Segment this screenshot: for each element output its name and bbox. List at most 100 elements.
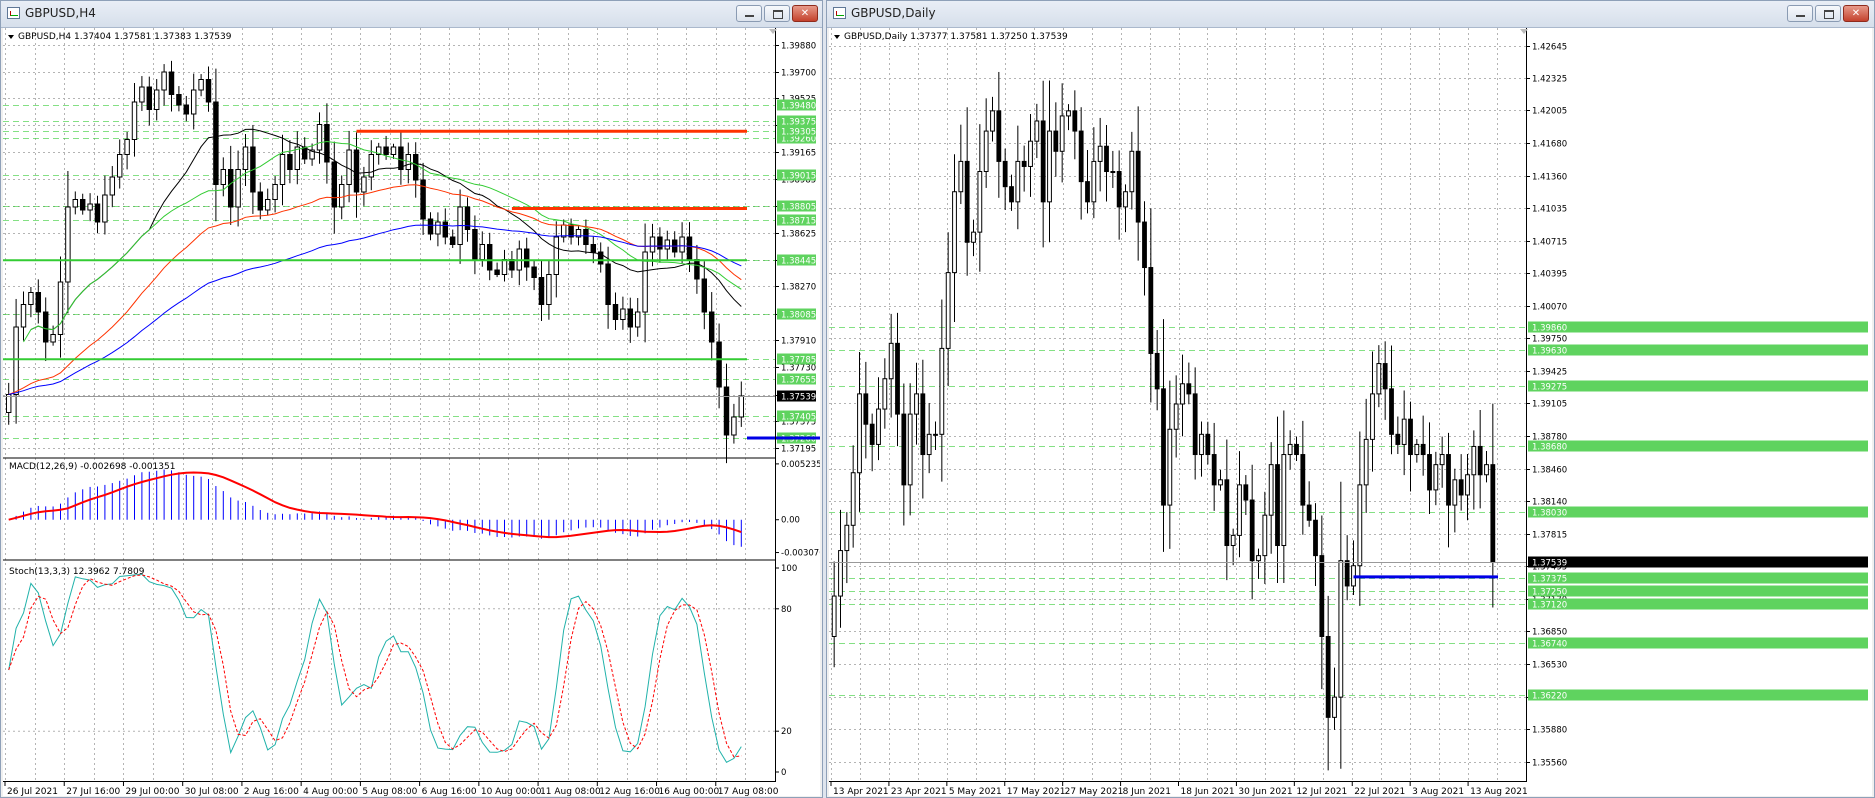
bull-candle	[1439, 454, 1445, 466]
moving-average-green	[23, 140, 742, 343]
daily-window-titlebar[interactable]: GBPUSD,Daily ✕	[827, 1, 1874, 28]
price-level-tag	[777, 169, 816, 181]
price-level-label: 1.38715	[781, 217, 816, 227]
price-level-label: 1.39480	[781, 102, 816, 112]
bear-candle	[1135, 150, 1141, 223]
bull-candle	[28, 292, 34, 305]
x-tick-label: 29 Jul 00:00	[125, 787, 179, 796]
bull-candle	[87, 203, 93, 211]
x-tick-label: 13 Aug 2021	[1470, 787, 1528, 796]
daily-chart-window[interactable]: GBPUSD,Daily ✕ 13 Apr 2021 23 Apr 2021 5 M…	[826, 0, 1875, 798]
bear-candle	[1446, 454, 1451, 506]
bear-candle	[701, 278, 708, 313]
y-tick-label: 1.39700	[781, 69, 816, 79]
bull-candle	[1332, 696, 1337, 718]
y-tick-label: 1.36530	[1532, 661, 1567, 671]
x-tick-label: 8 Jun 2021	[1123, 787, 1171, 796]
price-level-label: 1.38680	[1532, 443, 1567, 453]
chart-shift-marker-icon[interactable]	[769, 29, 777, 34]
price-level-label: 1.38030	[1532, 509, 1567, 519]
y-tick-label: 1.40395	[1532, 270, 1567, 280]
bear-candle	[324, 124, 330, 163]
bull-candle	[279, 154, 286, 185]
x-tick-label: 16 Aug 00:00	[659, 787, 720, 796]
bear-candle	[1275, 464, 1280, 547]
y-tick-label: 1.37815	[1532, 531, 1567, 541]
maximize-button[interactable]	[1815, 5, 1841, 22]
stoch-signal-line	[8, 574, 742, 758]
h4-chart-svg[interactable]: 26 Jul 2021 27 Jul 16:00 29 Jul 00:00 30 Ju…	[3, 28, 820, 796]
macd-signal-line	[8, 471, 742, 539]
bear-candle	[427, 218, 434, 235]
bear-candle	[287, 154, 293, 170]
y-tick-label: 1.37195	[781, 445, 816, 455]
h4-chart-area[interactable]: 26 Jul 2021 27 Jul 16:00 29 Jul 00:00 30 Ju…	[3, 28, 820, 796]
ohlc-info-label: GBPUSD,Daily 1.37377 1.37581 1.37250 1.3…	[844, 32, 1068, 42]
bull-candle	[933, 433, 938, 436]
x-tick-label: 4 Aug 00:00	[303, 787, 358, 796]
bull-candle	[124, 139, 130, 155]
bear-candle	[1477, 445, 1483, 476]
price-level-label: 1.39275	[1532, 383, 1567, 393]
y-tick-label: 1.41680	[1532, 140, 1567, 150]
bull-candle	[560, 224, 567, 238]
bear-candle	[398, 146, 404, 170]
bull-candle	[1199, 433, 1204, 456]
daily-chart-svg[interactable]: 13 Apr 2021 23 Apr 2021 5 May 2021 17 May 2…	[829, 28, 1872, 796]
bull-candle	[926, 433, 932, 456]
h4-window-titlebar[interactable]: GBPUSD,H4 ✕	[1, 1, 822, 28]
bear-candle	[531, 266, 537, 278]
bull-candle	[1091, 160, 1097, 203]
bull-candle	[272, 184, 278, 200]
bull-candle	[679, 236, 685, 253]
bear-candle	[1408, 418, 1413, 456]
maximize-button[interactable]	[764, 5, 790, 22]
close-button[interactable]: ✕	[1843, 5, 1869, 22]
bear-candle	[1186, 383, 1192, 395]
bull-candle	[1281, 454, 1287, 547]
chart-menu-triangle-icon[interactable]	[834, 35, 840, 39]
bear-candle	[694, 259, 700, 280]
chart-shift-marker-icon[interactable]	[1520, 29, 1528, 34]
bear-candle	[205, 79, 212, 103]
bull-candle	[882, 378, 888, 410]
price-level-tag	[1528, 344, 1868, 356]
y-tick-label: 1.42325	[1532, 75, 1567, 85]
price-level-tag	[777, 254, 816, 266]
y-tick-label: 1.39880	[781, 42, 816, 52]
bull-candle	[634, 311, 641, 328]
price-level-label: 1.37250	[1532, 588, 1567, 598]
bear-candle	[464, 206, 471, 230]
bull-candle	[945, 272, 951, 349]
bear-candle	[1053, 130, 1059, 152]
bull-candle	[72, 199, 79, 208]
bull-candle	[1015, 160, 1021, 203]
x-tick-label: 5 May 2021	[949, 787, 1002, 796]
bear-candle	[183, 104, 190, 115]
bull-candle	[952, 191, 957, 274]
chart-menu-triangle-icon[interactable]	[8, 35, 14, 39]
x-tick-label: 27 Jul 16:00	[66, 787, 120, 796]
bull-candle	[1167, 428, 1173, 506]
h4-chart-window[interactable]: GBPUSD,H4 ✕ 26 Jul 2021 27 Jul 16:00 29 Ju…	[0, 0, 823, 798]
price-level-label: 1.36220	[1532, 692, 1567, 702]
bull-candle	[1047, 130, 1052, 203]
bull-candle	[850, 472, 856, 526]
y-tick-label: 1.38625	[781, 230, 816, 240]
stoch-tick-label: 20	[781, 727, 792, 737]
close-button[interactable]: ✕	[792, 5, 818, 22]
bull-candle	[368, 154, 375, 178]
bear-candle	[1205, 433, 1211, 456]
bull-candle	[479, 244, 486, 260]
price-level-label: 1.37405	[781, 413, 816, 423]
price-level-label: 1.39375	[781, 118, 816, 128]
price-level-tag	[1528, 440, 1868, 452]
bear-candle	[35, 292, 42, 313]
daily-chart-area[interactable]: 13 Apr 2021 23 Apr 2021 5 May 2021 17 May 2…	[829, 28, 1872, 796]
minimize-button[interactable]	[1787, 5, 1813, 22]
minimize-button[interactable]	[736, 5, 762, 22]
bear-candle	[920, 393, 926, 456]
bull-candle	[857, 393, 862, 474]
bull-candle	[153, 89, 160, 110]
bear-candle	[1490, 464, 1496, 563]
